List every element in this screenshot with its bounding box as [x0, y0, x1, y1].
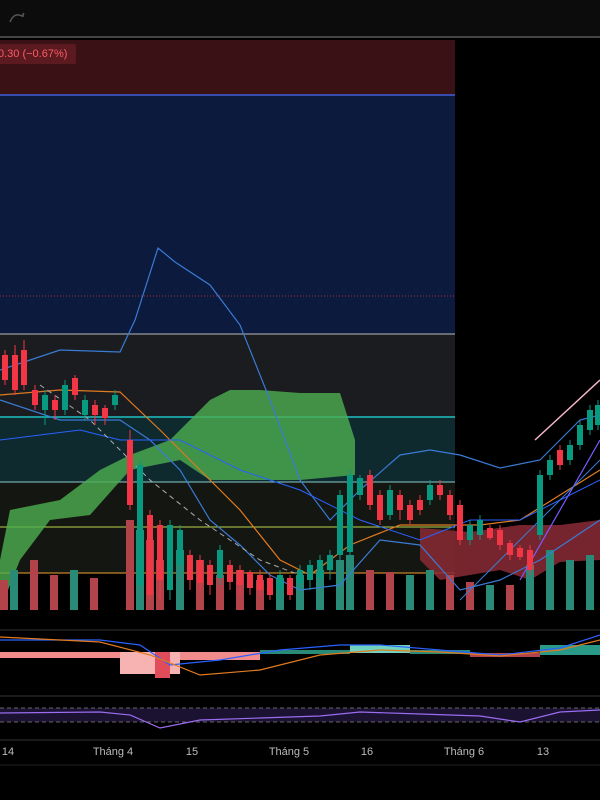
rsi-line — [0, 709, 600, 729]
candles — [2, 340, 600, 600]
time-label: Tháng 5 — [269, 746, 309, 758]
zone — [0, 95, 455, 334]
trend-line — [459, 459, 600, 601]
rsi-band — [0, 708, 600, 722]
toolbar — [0, 0, 600, 36]
trend-line — [519, 439, 600, 581]
macd-line — [0, 634, 600, 666]
trend-line — [39, 384, 301, 576]
time-label: 15 — [186, 746, 198, 758]
time-label: Tháng 6 — [444, 746, 484, 758]
price-badge — [0, 44, 76, 64]
band-line — [0, 399, 600, 591]
macd-histogram — [0, 645, 600, 678]
time-label: Tháng 4 — [93, 746, 133, 758]
redo-icon[interactable] — [9, 12, 25, 23]
price-change: 0.30 (−0.67%) — [0, 48, 67, 60]
time-label: 13 — [537, 746, 549, 758]
time-label: 16 — [361, 746, 373, 758]
trend-line — [534, 379, 600, 441]
cloud — [0, 390, 355, 610]
time-label: 14 — [2, 746, 14, 758]
signal-line — [0, 636, 600, 676]
band-line — [0, 246, 600, 521]
ma-line — [0, 429, 600, 541]
